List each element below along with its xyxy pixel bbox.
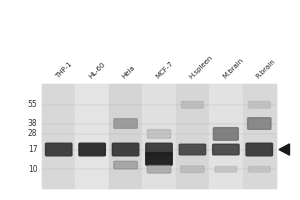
FancyBboxPatch shape	[182, 101, 203, 108]
Text: MCF-7: MCF-7	[155, 60, 174, 80]
Bar	[176, 84, 209, 188]
Text: M.brain: M.brain	[222, 57, 244, 80]
Polygon shape	[279, 144, 290, 155]
FancyBboxPatch shape	[246, 143, 272, 156]
FancyBboxPatch shape	[79, 143, 105, 156]
Bar	[109, 84, 142, 188]
Text: 17: 17	[28, 145, 38, 154]
FancyBboxPatch shape	[114, 161, 137, 169]
FancyBboxPatch shape	[181, 166, 204, 173]
Bar	[42, 84, 75, 188]
Text: HL-60: HL-60	[88, 61, 106, 80]
Text: H.spleen: H.spleen	[188, 54, 214, 80]
Bar	[75, 84, 109, 188]
Text: 28: 28	[28, 129, 38, 138]
FancyBboxPatch shape	[248, 101, 270, 108]
Bar	[243, 84, 276, 188]
Text: 38: 38	[28, 119, 38, 128]
FancyBboxPatch shape	[147, 130, 171, 138]
FancyBboxPatch shape	[248, 166, 270, 172]
FancyBboxPatch shape	[248, 118, 271, 129]
Bar	[142, 84, 176, 188]
Text: THP-1: THP-1	[55, 61, 73, 80]
Text: 55: 55	[28, 100, 38, 109]
Bar	[209, 84, 243, 188]
Bar	[42, 84, 276, 188]
Text: Hela: Hela	[121, 65, 137, 80]
FancyBboxPatch shape	[213, 144, 239, 155]
FancyBboxPatch shape	[112, 143, 139, 156]
FancyBboxPatch shape	[215, 166, 237, 172]
FancyBboxPatch shape	[114, 119, 137, 128]
FancyBboxPatch shape	[46, 143, 72, 156]
FancyBboxPatch shape	[213, 128, 238, 140]
FancyBboxPatch shape	[147, 165, 171, 173]
FancyBboxPatch shape	[146, 143, 172, 156]
Text: 10: 10	[28, 165, 38, 174]
FancyBboxPatch shape	[146, 153, 172, 165]
Text: R.brain: R.brain	[255, 58, 277, 80]
FancyBboxPatch shape	[179, 144, 206, 155]
